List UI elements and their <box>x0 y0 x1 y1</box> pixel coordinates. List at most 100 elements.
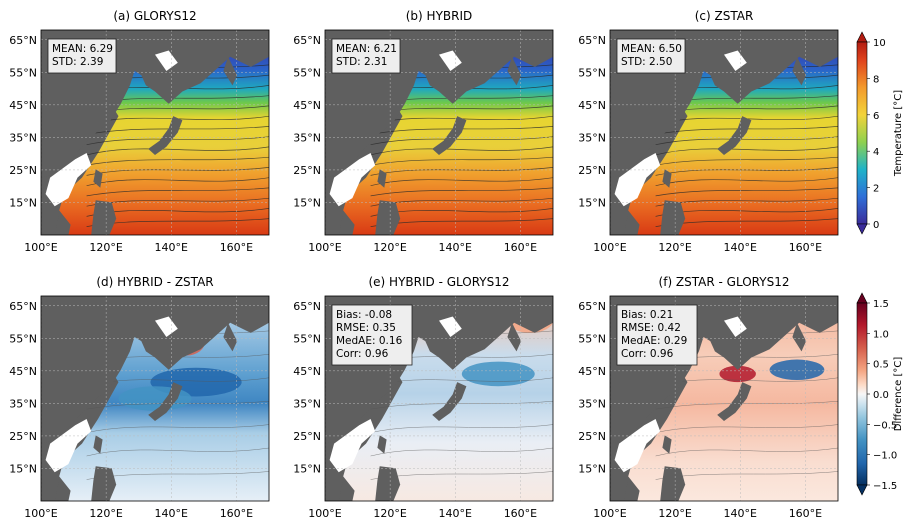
land-mass <box>662 169 672 188</box>
contour-line <box>370 156 553 166</box>
stat-text: RMSE: 0.35 <box>336 322 396 334</box>
colorbar-tick-label: 0.5 <box>873 360 889 371</box>
land-mass <box>432 116 467 155</box>
map-frame <box>324 29 554 236</box>
y-tick-label: 45°N <box>293 365 321 378</box>
coastal-land <box>439 50 462 71</box>
x-tick-label: 120°E <box>373 507 406 520</box>
map-frame <box>609 29 839 236</box>
y-tick-label: 65°N <box>578 34 606 47</box>
colorbar-tick-label: 0.0 <box>873 390 889 401</box>
colorbar-bar <box>856 41 868 225</box>
contour-line <box>86 146 269 156</box>
colorbar-max-arrow <box>856 292 868 304</box>
colorbar-tick-label: −1.0 <box>873 451 897 462</box>
colorbar-tick-label: 4 <box>873 147 879 158</box>
land-mass <box>377 169 387 188</box>
map-frame <box>40 29 270 236</box>
contour-line <box>86 136 269 146</box>
coastal-land <box>614 153 661 207</box>
map-area <box>41 30 269 235</box>
x-tick-label: 160°E <box>789 241 822 254</box>
contour-line <box>86 424 269 433</box>
land-mass <box>717 382 752 421</box>
coastal-land <box>155 316 178 337</box>
land-mass <box>325 185 344 235</box>
land-mass <box>507 322 522 352</box>
land-mass <box>792 322 807 352</box>
y-tick-label: 55°N <box>578 332 606 345</box>
y-tick-label: 25°N <box>293 164 321 177</box>
x-tick-label: 160°E <box>504 507 537 520</box>
y-tick-label: 65°N <box>293 34 321 47</box>
x-tick-label: 120°E <box>373 241 406 254</box>
map-panel-6: (f) ZSTAR - GLORYS12 65°N 55°N 45°N 35°N 25°N… <box>578 275 839 520</box>
land-mass <box>375 200 401 235</box>
land-mass <box>507 56 522 86</box>
colorbar-tick-label: 6 <box>873 111 879 122</box>
coastal-land <box>724 316 747 337</box>
coastal-land <box>439 316 462 337</box>
x-tick-label: 140°E <box>439 241 472 254</box>
land-mass <box>432 382 467 421</box>
x-tick-label: 140°E <box>724 507 757 520</box>
contour-line <box>370 136 553 146</box>
stat-text: MEAN: 6.21 <box>336 43 397 55</box>
land-mass <box>41 185 60 235</box>
map-panel-1: (a) GLORYS12 65°N 55°N 45°N 35°N 25°N 15°N 100°… <box>9 9 270 254</box>
y-tick-label: 35°N <box>9 131 37 144</box>
contour-line <box>86 447 269 457</box>
stat-text: STD: 2.31 <box>336 56 387 68</box>
difference-colorbar: −1.5 −1.0 −0.5 0.0 0.5 1.0 1.5 Difference [°C] <box>856 292 904 496</box>
y-tick-label: 35°N <box>293 131 321 144</box>
coastal-land <box>329 153 376 207</box>
contour-line <box>370 146 553 156</box>
temperature-colorbar: 0 2 4 6 8 10 Temperature [°C] <box>856 31 904 235</box>
x-tick-label: 160°E <box>789 507 822 520</box>
land-mass <box>610 185 629 235</box>
x-tick-label: 140°E <box>155 507 188 520</box>
colorbar-tick-label: 0 <box>873 220 879 231</box>
contour-line <box>655 146 838 156</box>
coastal-land <box>724 50 747 71</box>
contour-line <box>370 447 553 457</box>
map-frame <box>40 295 270 502</box>
colorbar-tick-label: 2 <box>873 184 879 195</box>
y-tick-label: 15°N <box>9 196 37 209</box>
coastal-land <box>45 153 92 207</box>
x-tick-label: 140°E <box>155 241 188 254</box>
y-tick-label: 15°N <box>578 462 606 475</box>
y-tick-label: 45°N <box>578 99 606 112</box>
contour-line <box>86 156 269 166</box>
y-tick-label: 15°N <box>578 196 606 209</box>
stat-text: RMSE: 0.42 <box>621 322 681 334</box>
x-tick-label: 100°E <box>593 241 626 254</box>
land-mass <box>377 435 387 454</box>
x-tick-label: 120°E <box>658 241 691 254</box>
map-area <box>41 296 269 501</box>
colorbar-tick-label: 8 <box>873 74 879 85</box>
land-mass <box>792 56 807 86</box>
colorbar-tick-label: −0.5 <box>873 420 897 431</box>
stat-text: MedAE: 0.16 <box>336 335 403 347</box>
x-tick-label: 100°E <box>24 507 57 520</box>
y-tick-label: 45°N <box>578 365 606 378</box>
coastal-land <box>45 419 92 473</box>
stats-box-bg <box>616 38 686 74</box>
colorbar-tick-label: 1.0 <box>873 329 889 340</box>
land-mass <box>41 296 269 444</box>
colorbar-tick-label: 1.5 <box>873 299 889 310</box>
colorbar-bar <box>856 302 868 486</box>
y-tick-label: 65°N <box>578 300 606 313</box>
map-panel-5: (e) HYBRID - GLORYS12 65°N 55°N 45°N 35°N 25°… <box>293 275 554 520</box>
contour-line <box>655 136 838 146</box>
panel-title: (f) ZSTAR - GLORYS12 <box>659 275 790 289</box>
stats-box-bg <box>616 304 698 366</box>
map-area <box>610 296 838 501</box>
y-tick-label: 35°N <box>578 397 606 410</box>
